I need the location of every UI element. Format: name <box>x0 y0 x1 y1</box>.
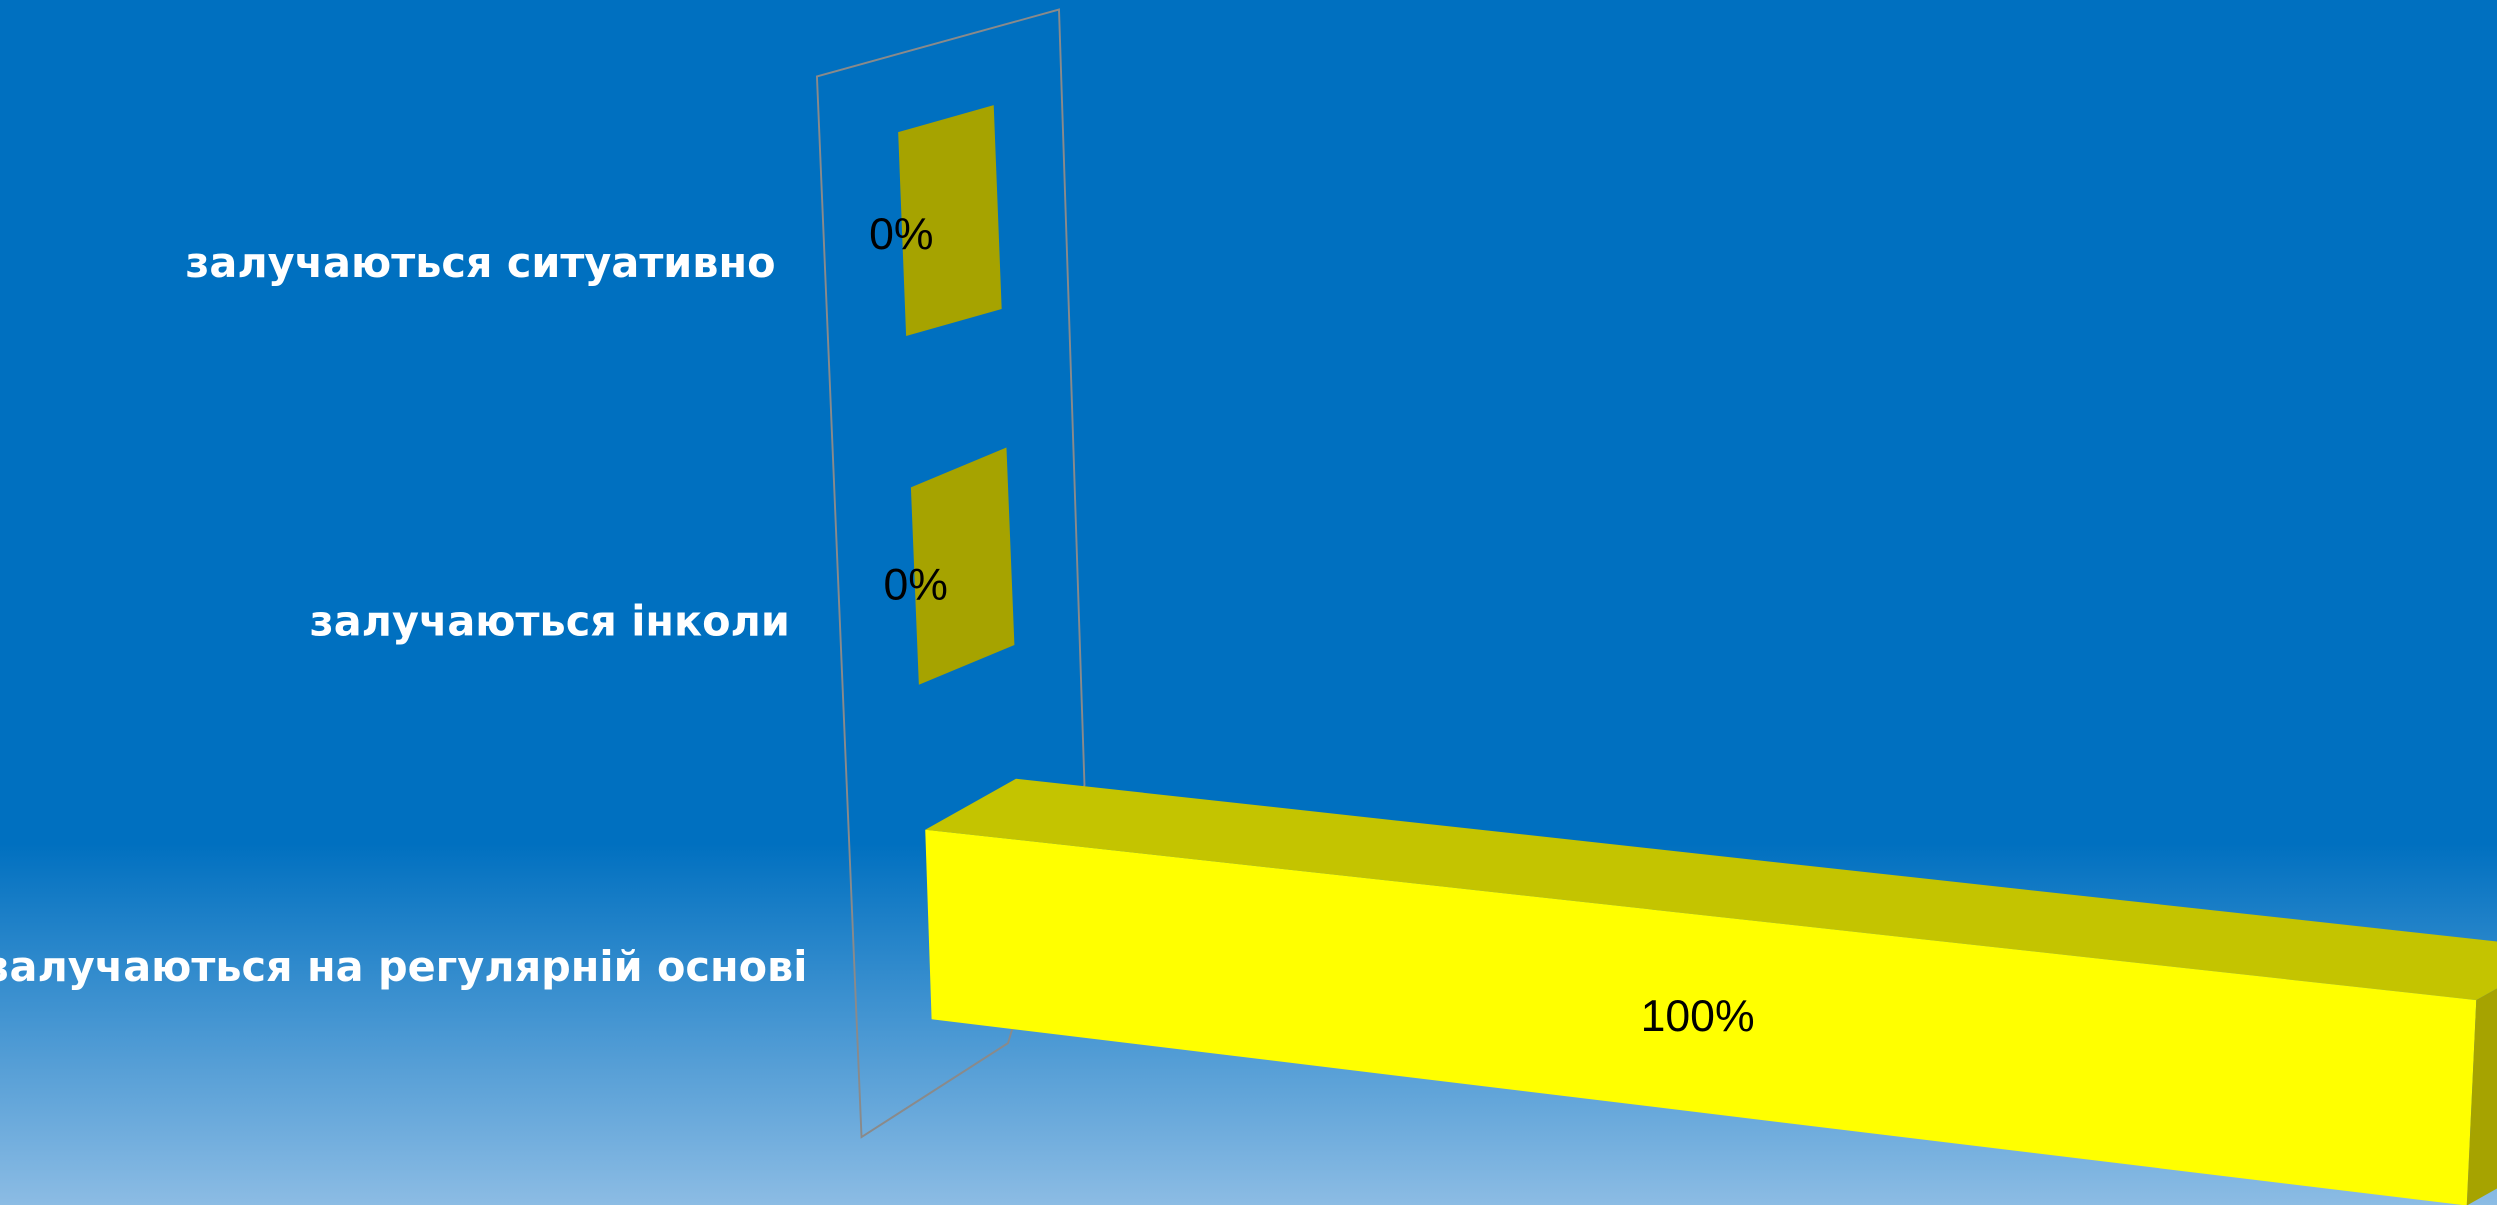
category-label: залучаються ситуативно <box>185 239 775 287</box>
category-label: залучаються інколи <box>310 597 790 645</box>
bar-end <box>910 447 1015 685</box>
bar-front <box>925 829 2477 1205</box>
value-label: 0% <box>883 560 947 609</box>
bar-end <box>898 105 1002 337</box>
value-label: 0% <box>869 210 933 259</box>
value-label: 100% <box>1641 992 1755 1041</box>
bar-top <box>925 778 2497 1001</box>
bar-end <box>2466 988 2497 1205</box>
category-label: залучаються на регулярній основі <box>0 943 807 991</box>
